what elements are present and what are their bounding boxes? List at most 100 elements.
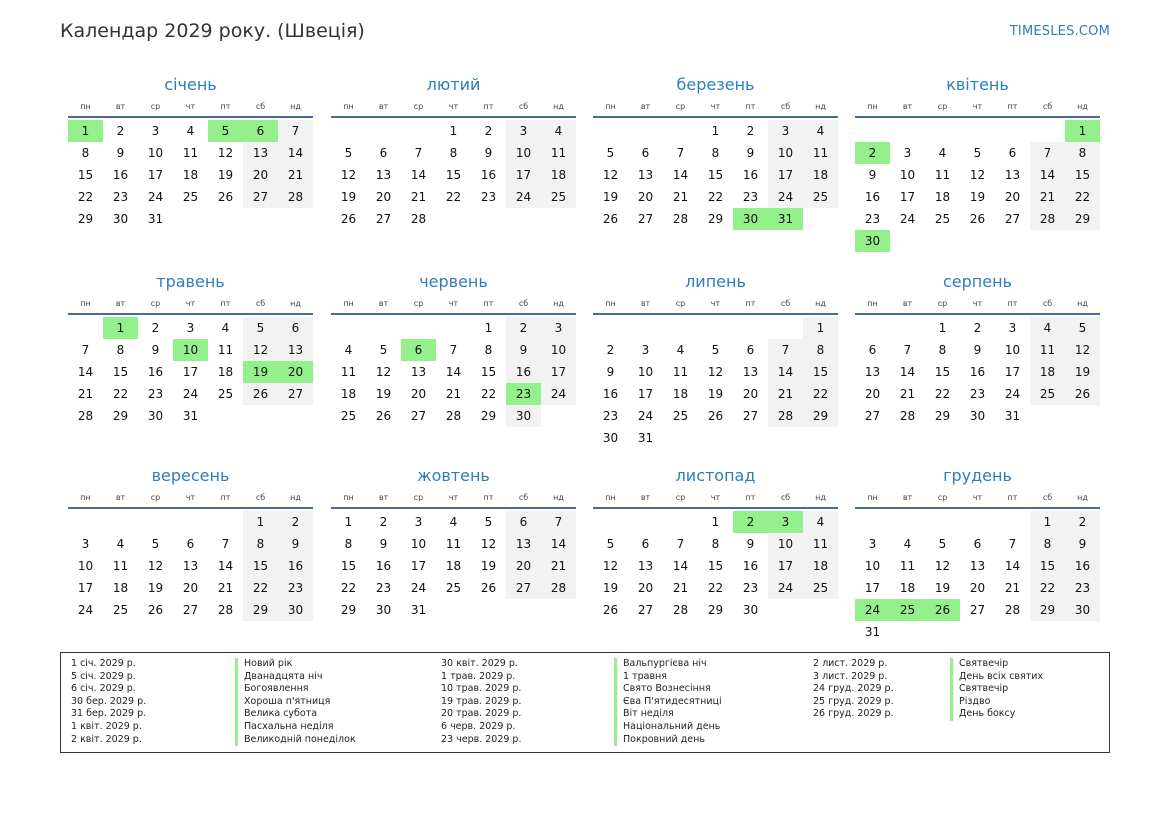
day-cell[interactable]: 16 [506, 361, 541, 383]
day-cell[interactable]: 30 [733, 208, 768, 230]
day-cell[interactable]: 1 [711, 124, 720, 138]
day-cell[interactable]: 10 [637, 365, 654, 379]
day-cell[interactable]: 20 [742, 387, 759, 401]
day-cell[interactable]: 12 [375, 365, 392, 379]
day-cell[interactable]: 5 [606, 537, 615, 551]
day-cell[interactable]: 15 [803, 361, 838, 383]
day-cell[interactable]: 27 [969, 603, 986, 617]
day-cell[interactable]: 26 [375, 409, 392, 423]
day-cell[interactable]: 23 [278, 577, 313, 599]
day-cell[interactable]: 8 [711, 537, 720, 551]
day-cell[interactable]: 1 [68, 120, 103, 142]
day-cell[interactable]: 6 [746, 343, 755, 357]
day-cell[interactable]: 12 [934, 559, 951, 573]
day-cell[interactable]: 6 [641, 537, 650, 551]
day-cell[interactable]: 24 [1004, 387, 1021, 401]
day-cell[interactable]: 21 [77, 387, 94, 401]
day-cell[interactable]: 4 [803, 511, 838, 533]
day-cell[interactable]: 5 [344, 146, 353, 160]
day-cell[interactable]: 8 [1065, 142, 1100, 164]
day-cell[interactable]: 9 [606, 365, 615, 379]
day-cell[interactable]: 1 [484, 321, 493, 335]
day-cell[interactable]: 29 [707, 212, 724, 226]
day-cell[interactable]: 27 [410, 409, 427, 423]
day-cell[interactable]: 22 [1065, 186, 1100, 208]
day-cell[interactable]: 14 [768, 361, 803, 383]
day-cell[interactable]: 9 [484, 146, 493, 160]
day-cell[interactable]: 10 [768, 533, 803, 555]
day-cell[interactable]: 11 [541, 142, 576, 164]
day-cell[interactable]: 28 [672, 603, 689, 617]
day-cell[interactable]: 20 [410, 387, 427, 401]
day-cell[interactable]: 10 [410, 537, 427, 551]
day-cell[interactable]: 10 [173, 339, 208, 361]
day-cell[interactable]: 17 [768, 164, 803, 186]
day-cell[interactable]: 6 [1008, 146, 1017, 160]
day-cell[interactable]: 24 [768, 186, 803, 208]
day-cell[interactable]: 26 [602, 603, 619, 617]
day-cell[interactable]: 13 [637, 168, 654, 182]
day-cell[interactable]: 11 [182, 146, 199, 160]
day-cell[interactable]: 12 [480, 537, 497, 551]
day-cell[interactable]: 2 [484, 124, 493, 138]
day-cell[interactable]: 26 [147, 603, 164, 617]
day-cell[interactable]: 10 [899, 168, 916, 182]
day-cell[interactable]: 28 [1030, 208, 1065, 230]
day-cell[interactable]: 15 [112, 365, 129, 379]
day-cell[interactable]: 12 [969, 168, 986, 182]
day-cell[interactable]: 18 [182, 168, 199, 182]
day-cell[interactable]: 7 [1008, 537, 1017, 551]
day-cell[interactable]: 12 [340, 168, 357, 182]
day-cell[interactable]: 18 [803, 164, 838, 186]
day-cell[interactable]: 26 [707, 409, 724, 423]
day-cell[interactable]: 2 [733, 511, 768, 533]
day-cell[interactable]: 8 [81, 146, 90, 160]
day-cell[interactable]: 9 [116, 146, 125, 160]
day-cell[interactable]: 29 [340, 603, 357, 617]
day-cell[interactable]: 29 [934, 409, 951, 423]
day-cell[interactable]: 28 [768, 405, 803, 427]
day-cell[interactable]: 3 [414, 515, 423, 529]
day-cell[interactable]: 7 [221, 537, 230, 551]
day-cell[interactable]: 6 [973, 537, 982, 551]
day-cell[interactable]: 20 [637, 581, 654, 595]
day-cell[interactable]: 23 [375, 581, 392, 595]
day-cell[interactable]: 16 [1065, 555, 1100, 577]
day-cell[interactable]: 30 [278, 599, 313, 621]
day-cell[interactable]: 27 [637, 603, 654, 617]
day-cell[interactable]: 3 [768, 511, 803, 533]
day-cell[interactable]: 31 [637, 431, 654, 445]
day-cell[interactable]: 19 [340, 190, 357, 204]
day-cell[interactable]: 20 [969, 581, 986, 595]
day-cell[interactable]: 4 [676, 343, 685, 357]
day-cell[interactable]: 6 [186, 537, 195, 551]
day-cell[interactable]: 28 [1004, 603, 1021, 617]
day-cell[interactable]: 9 [506, 339, 541, 361]
day-cell[interactable]: 27 [506, 577, 541, 599]
day-cell[interactable]: 16 [278, 555, 313, 577]
day-cell[interactable]: 2 [973, 321, 982, 335]
day-cell[interactable]: 6 [401, 339, 436, 361]
day-cell[interactable]: 18 [112, 581, 129, 595]
day-cell[interactable]: 30 [602, 431, 619, 445]
day-cell[interactable]: 13 [864, 365, 881, 379]
day-cell[interactable]: 3 [506, 120, 541, 142]
day-cell[interactable]: 18 [1030, 361, 1065, 383]
day-cell[interactable]: 14 [410, 168, 427, 182]
day-cell[interactable]: 11 [803, 533, 838, 555]
day-cell[interactable]: 14 [541, 533, 576, 555]
brand-link[interactable]: TIMESLES.COM [1009, 24, 1110, 39]
day-cell[interactable]: 12 [147, 559, 164, 573]
day-cell[interactable]: 18 [445, 559, 462, 573]
day-cell[interactable]: 28 [541, 577, 576, 599]
day-cell[interactable]: 17 [768, 555, 803, 577]
day-cell[interactable]: 2 [746, 124, 755, 138]
day-cell[interactable]: 3 [186, 321, 195, 335]
day-cell[interactable]: 14 [1030, 164, 1065, 186]
day-cell[interactable]: 19 [243, 361, 278, 383]
day-cell[interactable]: 22 [340, 581, 357, 595]
day-cell[interactable]: 19 [1065, 361, 1100, 383]
day-cell[interactable]: 20 [637, 190, 654, 204]
day-cell[interactable]: 23 [864, 212, 881, 226]
day-cell[interactable]: 10 [506, 142, 541, 164]
